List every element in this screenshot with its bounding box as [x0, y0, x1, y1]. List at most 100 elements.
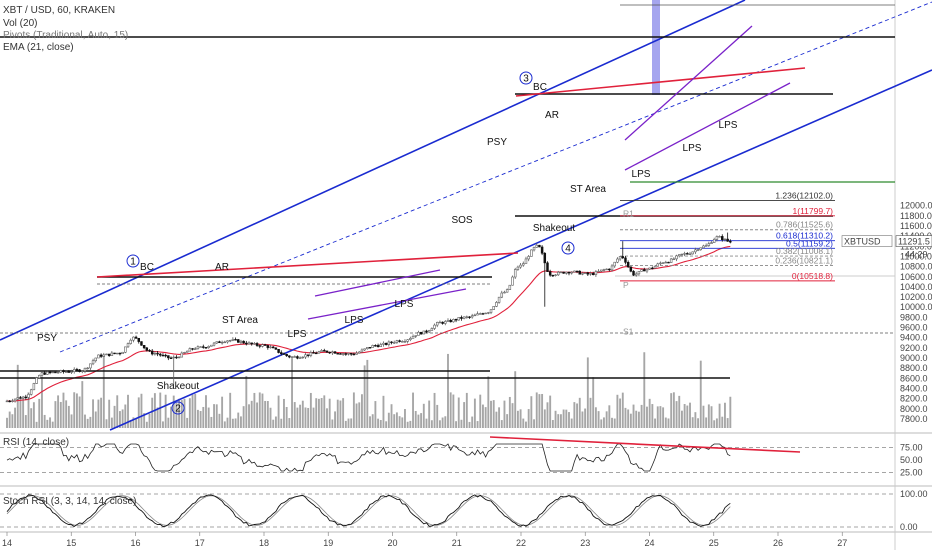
volume-bar	[237, 412, 240, 428]
candle-body	[210, 344, 213, 347]
volume-bar	[229, 392, 232, 428]
candle-body	[172, 356, 175, 359]
candle-body	[78, 369, 81, 372]
candle-body	[578, 270, 581, 275]
candle-body	[196, 346, 200, 350]
candle-body	[320, 350, 323, 352]
volume-bar	[293, 402, 296, 428]
candle-body	[489, 309, 493, 313]
price-tick-label: 8600.0	[900, 373, 928, 383]
fib-time-highlight	[652, 0, 660, 95]
volume-bar	[113, 405, 116, 428]
volume-bar	[371, 414, 374, 428]
candle	[29, 388, 33, 396]
candle	[317, 350, 321, 354]
candle-body	[379, 344, 383, 347]
candle-body	[543, 252, 547, 264]
candle	[401, 340, 404, 343]
candle	[680, 253, 684, 257]
rsi-line	[6, 443, 731, 472]
candle	[266, 344, 270, 350]
volume-bar	[495, 411, 498, 428]
candle	[285, 353, 288, 357]
price-tick-label: 8800.0	[900, 363, 928, 373]
volume-bar	[683, 404, 686, 428]
candle	[250, 342, 253, 346]
candle	[392, 340, 396, 344]
candle-body	[29, 389, 33, 395]
rsi-divergence-line	[489, 436, 801, 453]
price-tick-label: 10000.0	[900, 302, 932, 312]
volume-bar	[482, 404, 484, 428]
time-tick-label: 26	[773, 538, 783, 548]
candle-body	[161, 354, 165, 357]
volume-bar	[635, 410, 638, 428]
candle	[70, 369, 73, 375]
volume-bar	[170, 406, 172, 428]
candle	[269, 344, 272, 349]
volume-bar	[675, 401, 678, 428]
candle-body	[726, 238, 729, 242]
volume-bar	[342, 398, 345, 428]
time-tick-label: 27	[837, 538, 847, 548]
pivot-label: P	[623, 280, 629, 290]
wyckoff-label: BC	[533, 82, 547, 93]
volume-bars	[6, 352, 732, 428]
candle	[59, 369, 63, 374]
candle	[134, 335, 138, 339]
candle	[634, 271, 638, 277]
candle	[712, 237, 716, 243]
candle	[473, 313, 477, 317]
candle	[559, 271, 563, 274]
candle-body	[659, 262, 662, 265]
candle	[64, 370, 68, 373]
wedge-upper-1	[314, 269, 441, 297]
candle-body	[419, 331, 423, 335]
candle-body	[325, 350, 329, 353]
volume-bar	[721, 416, 724, 428]
candle-body	[266, 345, 270, 348]
candle	[172, 355, 175, 385]
candle-body	[331, 351, 334, 354]
time-tick-label: 18	[259, 538, 269, 548]
candle	[102, 352, 106, 357]
volume-bar	[121, 409, 124, 428]
circle-marker-label: 2	[175, 404, 181, 415]
candle	[586, 271, 590, 276]
candle	[150, 349, 154, 356]
candle-body	[516, 266, 520, 270]
volume-bar	[223, 421, 226, 428]
candle	[19, 396, 22, 399]
wyckoff-label: SOS	[451, 215, 472, 226]
candle-body	[702, 245, 705, 249]
volume-bar	[678, 395, 681, 428]
volume-bar	[664, 417, 667, 428]
candle	[105, 353, 108, 356]
time-tick-label: 21	[452, 538, 462, 548]
candle-body	[193, 348, 197, 350]
candle-body	[484, 312, 487, 315]
candle	[704, 243, 708, 247]
volume-bar	[581, 411, 584, 428]
candle-body	[360, 349, 364, 353]
candle-body	[616, 258, 619, 263]
volume-bar	[632, 404, 635, 428]
candle-body	[573, 270, 576, 273]
volume-bar	[500, 420, 503, 428]
candle	[567, 271, 571, 276]
candle	[237, 339, 240, 343]
candle-body	[589, 273, 592, 275]
candle-body	[503, 291, 506, 294]
candle-body	[559, 271, 563, 274]
circle-marker-label: 4	[565, 244, 571, 255]
candle	[538, 244, 541, 248]
candle-body	[667, 261, 670, 264]
candle-body	[680, 253, 684, 256]
volume-bar	[648, 398, 651, 428]
candle	[608, 268, 611, 272]
fib-level-label: 0.236(10821.1)	[775, 256, 833, 266]
price-tick-label: 10400.0	[900, 282, 932, 292]
candle-body	[40, 372, 44, 376]
candle-body	[269, 346, 272, 349]
